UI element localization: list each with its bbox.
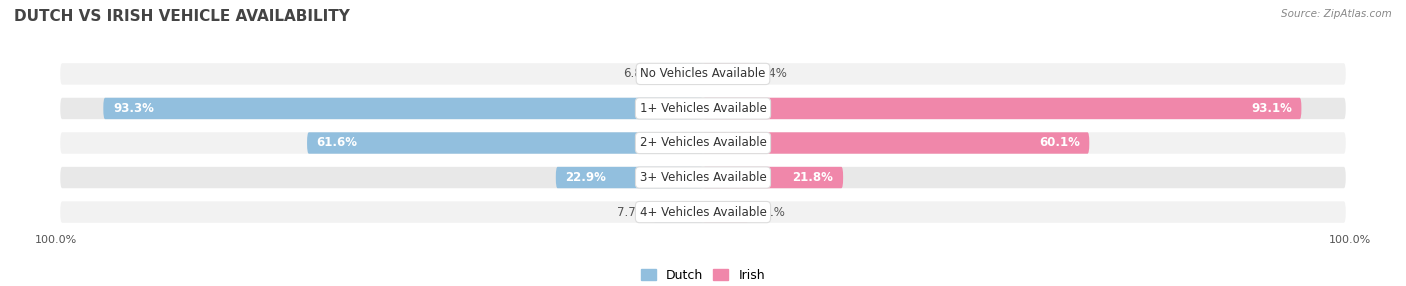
FancyBboxPatch shape xyxy=(703,201,748,223)
Text: 93.1%: 93.1% xyxy=(1251,102,1292,115)
FancyBboxPatch shape xyxy=(60,98,1346,119)
FancyBboxPatch shape xyxy=(60,167,1346,188)
Text: 100.0%: 100.0% xyxy=(1329,235,1371,245)
Text: No Vehicles Available: No Vehicles Available xyxy=(640,67,766,80)
Legend: Dutch, Irish: Dutch, Irish xyxy=(636,264,770,286)
Text: 7.4%: 7.4% xyxy=(756,67,787,80)
Text: DUTCH VS IRISH VEHICLE AVAILABILITY: DUTCH VS IRISH VEHICLE AVAILABILITY xyxy=(14,9,350,23)
FancyBboxPatch shape xyxy=(103,98,703,119)
Text: 3+ Vehicles Available: 3+ Vehicles Available xyxy=(640,171,766,184)
Text: 2+ Vehicles Available: 2+ Vehicles Available xyxy=(640,136,766,150)
Text: 1+ Vehicles Available: 1+ Vehicles Available xyxy=(640,102,766,115)
FancyBboxPatch shape xyxy=(703,132,1090,154)
FancyBboxPatch shape xyxy=(555,167,703,188)
FancyBboxPatch shape xyxy=(703,98,1302,119)
Text: 22.9%: 22.9% xyxy=(565,171,606,184)
Text: 93.3%: 93.3% xyxy=(112,102,153,115)
Text: 100.0%: 100.0% xyxy=(35,235,77,245)
FancyBboxPatch shape xyxy=(60,132,1346,154)
FancyBboxPatch shape xyxy=(703,167,844,188)
Text: 7.1%: 7.1% xyxy=(755,206,785,219)
FancyBboxPatch shape xyxy=(60,201,1346,223)
Text: 7.7%: 7.7% xyxy=(617,206,647,219)
Text: 60.1%: 60.1% xyxy=(1039,136,1080,150)
Text: 4+ Vehicles Available: 4+ Vehicles Available xyxy=(640,206,766,219)
FancyBboxPatch shape xyxy=(654,201,703,223)
FancyBboxPatch shape xyxy=(659,63,703,85)
FancyBboxPatch shape xyxy=(703,63,751,85)
Text: 61.6%: 61.6% xyxy=(316,136,357,150)
Text: Source: ZipAtlas.com: Source: ZipAtlas.com xyxy=(1281,9,1392,19)
FancyBboxPatch shape xyxy=(307,132,703,154)
Text: 6.8%: 6.8% xyxy=(623,67,652,80)
FancyBboxPatch shape xyxy=(60,63,1346,85)
Text: 21.8%: 21.8% xyxy=(793,171,834,184)
